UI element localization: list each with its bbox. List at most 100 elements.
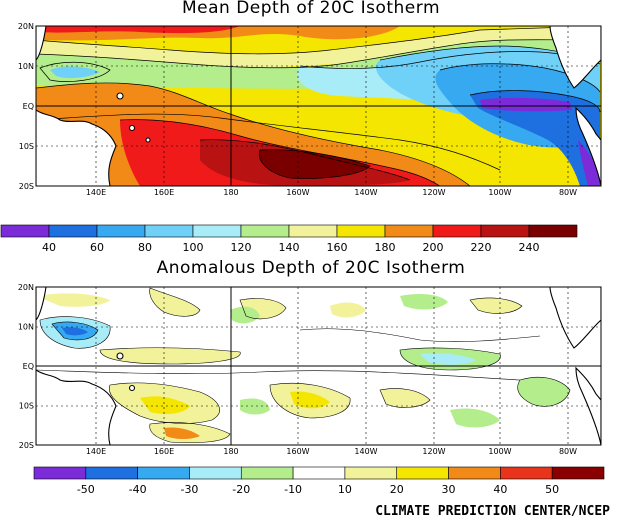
anomaly-pos-core [290,391,330,409]
y-tick-label: 20S [19,441,34,450]
anomaly-neg-patch [400,294,448,310]
credit-label: CLIMATE PREDICTION CENTER/NCEP [375,504,610,519]
colorbar-swatch [432,224,482,238]
mean-depth-title: Mean Depth of 20C Isotherm [181,0,441,18]
colorbar-tick-label: 60 [90,241,104,254]
mean-10n-blue-patch [50,66,100,79]
y-tick-label: EQ [23,102,34,111]
y-tick-label: 20N [18,22,34,31]
x-tick-label: 140E [86,188,106,197]
colorbar-tick-label: 40 [42,241,56,254]
colorbar-tick-label: 20 [390,483,404,496]
colorbar-swatch [0,224,50,238]
anomaly-axis-ticks: 140E 160E 180 160W 140W 120W 100W 80W 20N 10N EQ 10… [18,283,577,456]
colorbar-tick-label: 200 [423,241,444,254]
colorbar-swatch [384,224,434,238]
colorbar-tick-label: -20 [232,483,250,496]
anomaly-depth-title: Anomalous Depth of 20C Isotherm [156,258,466,278]
mean-colorbar: 40 60 80 100 120 140 160 180 200 220 240 [0,224,578,254]
colorbar-swatch [144,224,194,238]
x-tick-label: 180 [223,188,238,197]
y-tick-label: EQ [23,362,34,371]
colorbar-swatch [288,224,338,238]
x-tick-label: 140W [354,447,377,456]
colorbar-tick-label: 30 [442,483,456,496]
anomaly-pos-core [140,396,190,414]
colorbar-swatch [344,466,398,480]
colorbar-swatch [192,224,242,238]
anomaly-pos-patch [149,288,200,317]
colorbar-swatch [96,224,146,238]
x-tick-label: 120W [422,447,445,456]
y-tick-label: 10S [19,402,34,411]
colorbar-tick-label: 140 [279,241,300,254]
colorbar-swatch [336,224,386,238]
colorbar-swatch [240,466,294,480]
colorbar-swatch [137,466,190,480]
anomaly-pos-patch [330,302,366,318]
colorbar-tick-label: 180 [375,241,396,254]
x-tick-label: 160W [286,447,309,456]
anomaly-central-america [549,287,601,349]
y-tick-label: 10S [19,142,34,151]
anomaly-pos-strong [164,427,200,439]
y-tick-label: 20S [19,182,34,191]
anomaly-map-frame [35,286,602,446]
anomaly-neg-patch [230,306,260,324]
anomaly-neg-strongest [62,327,88,336]
anomaly-neg-patch [240,398,270,415]
x-tick-label: 140W [354,188,377,197]
anomaly-pos-patch [470,298,522,314]
colorbar-swatch [292,466,346,480]
x-tick-label: 180 [223,447,238,456]
x-tick-label: 120W [422,188,445,197]
colorbar-swatch [48,224,98,238]
colorbar-tick-label: -40 [129,483,147,496]
colorbar-tick-label: 50 [545,483,559,496]
mean-map-frame [35,25,602,187]
colorbar-tick-label: 80 [138,241,152,254]
colorbar-tick-label: -30 [180,483,198,496]
x-tick-label: 80W [559,188,577,197]
anomaly-pos-patch [36,293,110,307]
colorbar-swatch [396,466,449,480]
x-tick-label: 80W [559,447,577,456]
mean-east-deepblue-region [470,90,600,186]
colorbar-tick-label: 40 [493,483,507,496]
colorbar-swatch [480,224,530,238]
anomaly-colorbar: -50 -40 -30 -20 -10 10 20 30 40 50 [33,466,605,496]
colorbar-swatch [448,466,501,480]
colorbar-tick-label: -10 [284,483,302,496]
colorbar-tick-label: 240 [519,241,540,254]
anomaly-island [116,352,124,360]
y-tick-label: 10N [18,323,34,332]
colorbar-swatch [240,224,290,238]
anomaly-neg-core [420,353,476,365]
x-tick-label: 160E [154,447,174,456]
mean-equatorial-purple-tongue [480,97,572,112]
mean-south-maroon-core [259,149,370,179]
mean-central-america [549,26,601,89]
colorbar-tick-label: 160 [327,241,348,254]
mean-island [116,92,124,100]
mean-island [128,124,136,132]
anomaly-pos-patch [100,347,241,364]
anomaly-neg-patch [450,408,500,428]
colorbar-tick-label: 10 [338,483,352,496]
anomaly-island [128,384,136,392]
x-tick-label: 100W [488,447,511,456]
colorbar-swatch [500,466,553,480]
colorbar-tick-label: 100 [183,241,204,254]
colorbar-tick-label: 120 [231,241,252,254]
anomaly-south-america [575,366,601,445]
colorbar-swatch [85,466,138,480]
colorbar-swatch [528,224,578,238]
colorbar-tick-label: 220 [471,241,492,254]
y-tick-label: 10N [18,62,34,71]
mean-axis-ticks: 140E 160E 180 160W 140W 120W 100W 80W 20N 10N EQ 10… [18,22,577,197]
colorbar-swatch [189,466,242,480]
x-tick-label: 140E [86,447,106,456]
anomaly-pos-patch [380,388,430,408]
mean-south-america [575,106,601,186]
